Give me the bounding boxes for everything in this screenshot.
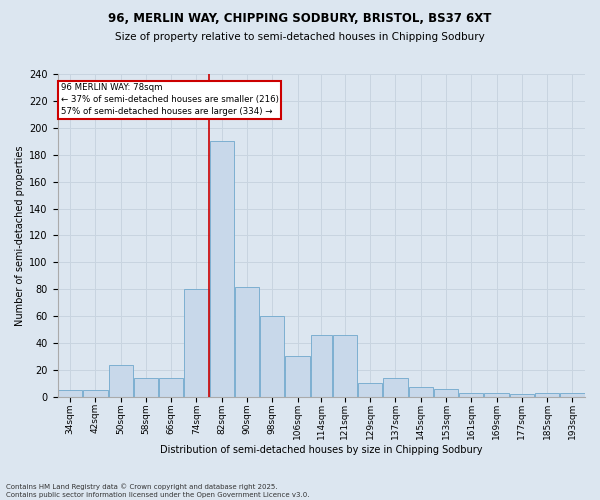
Bar — [159, 378, 184, 397]
Bar — [358, 384, 382, 397]
Bar — [134, 378, 158, 397]
Text: Contains HM Land Registry data © Crown copyright and database right 2025.
Contai: Contains HM Land Registry data © Crown c… — [6, 484, 310, 498]
Bar — [184, 289, 209, 397]
Text: Size of property relative to semi-detached houses in Chipping Sodbury: Size of property relative to semi-detach… — [115, 32, 485, 42]
Bar — [109, 364, 133, 397]
Bar — [484, 393, 509, 397]
Bar — [459, 393, 484, 397]
Bar — [535, 393, 559, 397]
Text: 96 MERLIN WAY: 78sqm
← 37% of semi-detached houses are smaller (216)
57% of semi: 96 MERLIN WAY: 78sqm ← 37% of semi-detac… — [61, 84, 278, 116]
Bar — [311, 335, 332, 397]
Bar — [333, 335, 357, 397]
Bar — [409, 388, 433, 397]
Bar — [58, 390, 82, 397]
Bar — [235, 286, 259, 397]
Bar — [434, 388, 458, 397]
Bar — [383, 378, 407, 397]
Bar — [509, 394, 534, 397]
Bar — [560, 393, 584, 397]
Y-axis label: Number of semi-detached properties: Number of semi-detached properties — [15, 145, 25, 326]
X-axis label: Distribution of semi-detached houses by size in Chipping Sodbury: Distribution of semi-detached houses by … — [160, 445, 482, 455]
Text: 96, MERLIN WAY, CHIPPING SODBURY, BRISTOL, BS37 6XT: 96, MERLIN WAY, CHIPPING SODBURY, BRISTO… — [109, 12, 491, 26]
Bar — [209, 142, 234, 397]
Bar — [260, 316, 284, 397]
Bar — [83, 390, 107, 397]
Bar — [286, 356, 310, 397]
